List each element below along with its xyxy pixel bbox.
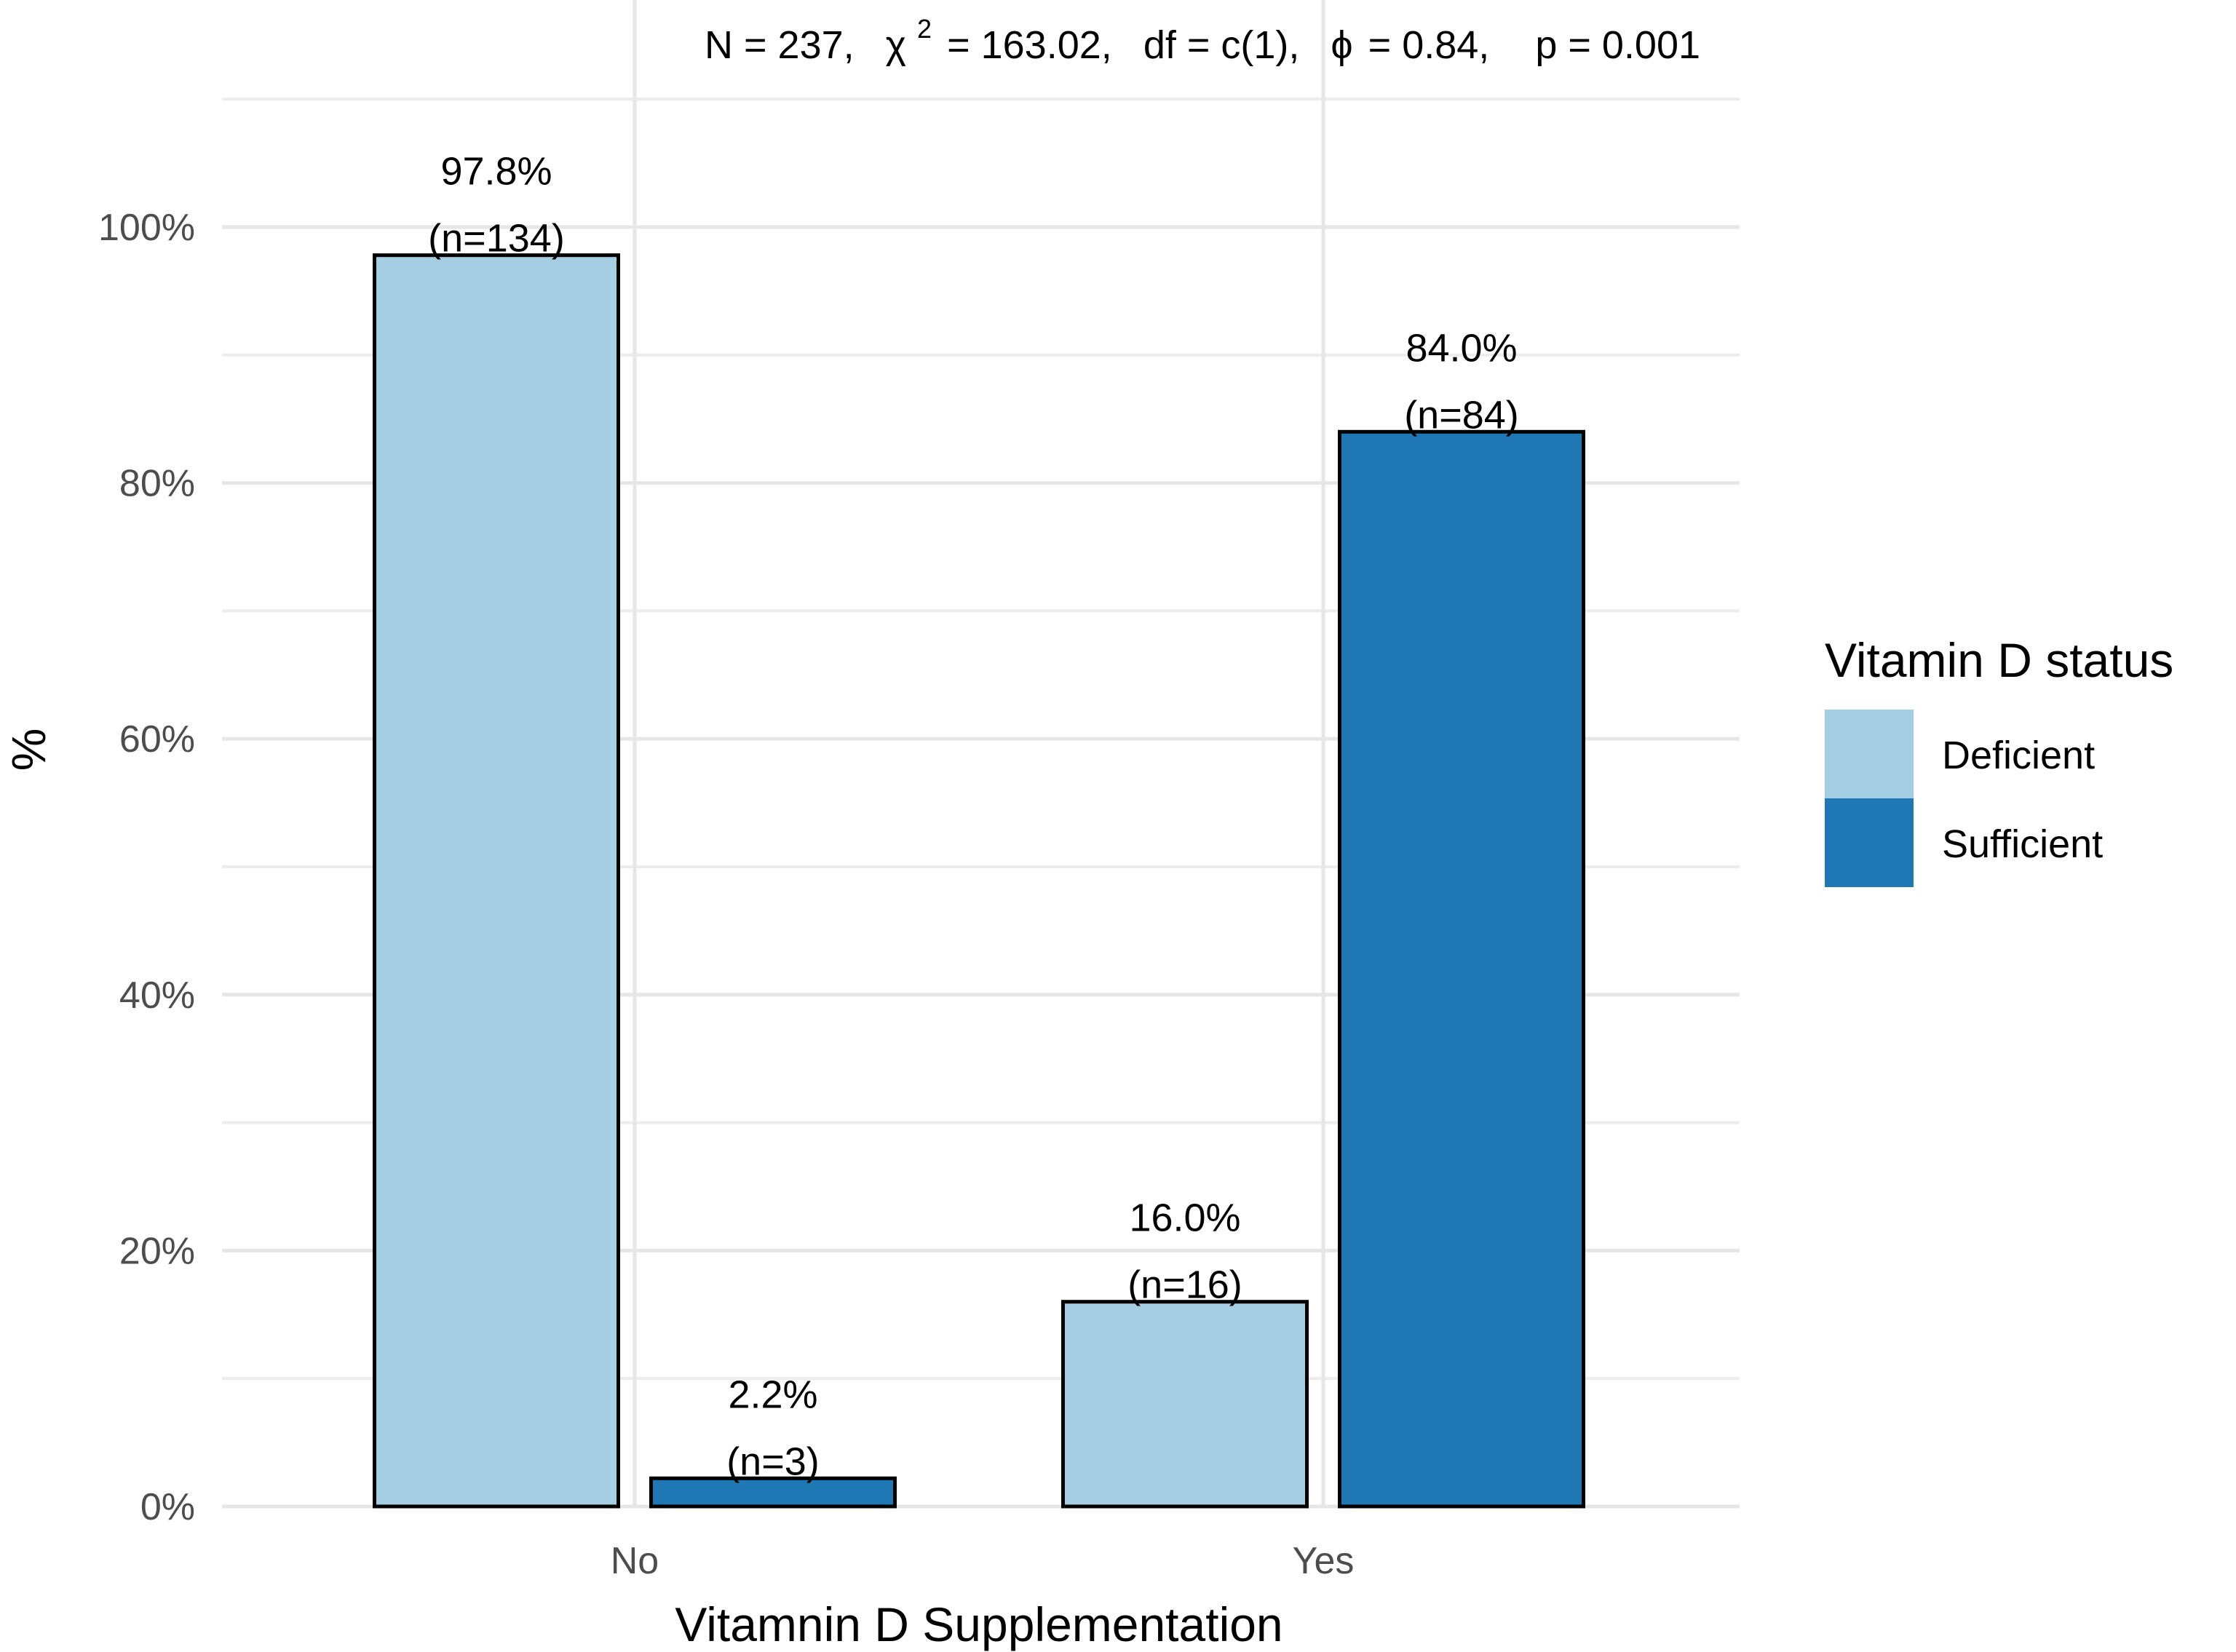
data-label-percent: 84.0%	[1406, 326, 1517, 370]
data-label-percent: 16.0%	[1129, 1196, 1240, 1240]
legend-title: Vitamin D status	[1825, 633, 2173, 687]
subtitle-phi-value: = 0.84,	[1368, 23, 1490, 67]
data-label-count: (n=84)	[1404, 393, 1519, 437]
legend-label-sufficient: Sufficient	[1942, 822, 2103, 866]
x-axis-ticks: No Yes	[611, 1540, 1355, 1582]
legend-label-deficient: Deficient	[1942, 734, 2095, 777]
data-label-count: (n=134)	[428, 217, 565, 261]
y-tick-label: 80%	[119, 463, 195, 505]
bar-sufficient-yes	[1338, 429, 1585, 1509]
y-tick-label: 0%	[140, 1486, 195, 1528]
data-label-percent: 2.2%	[728, 1373, 817, 1416]
subtitle-p: p = 0.001	[1535, 23, 1700, 67]
x-tick-label: Yes	[1293, 1540, 1355, 1582]
data-label-percent: 97.8%	[440, 150, 552, 194]
bar-deficient-no	[373, 253, 620, 1509]
data-label-count: (n=3)	[726, 1439, 820, 1483]
y-axis-ticks: 0% 20% 40% 60% 80% 100%	[98, 207, 195, 1528]
legend: Vitamin D status Deficient Sufficient	[1825, 633, 2173, 887]
bar-sufficient-no	[649, 1476, 897, 1509]
data-labels: 97.8% (n=134) 16.0% (n=16) 2.2% (n=3) 84.0% (n=…	[428, 150, 1519, 1484]
subtitle-df: df = c(1),	[1143, 23, 1300, 67]
y-tick-label: 20%	[119, 1230, 195, 1272]
y-tick-label: 60%	[119, 718, 195, 761]
bar-deficient-yes	[1061, 1300, 1309, 1509]
y-tick-label: 40%	[119, 974, 195, 1017]
x-tick-label: No	[611, 1540, 659, 1582]
subtitle-chi-value: = 163.02,	[947, 23, 1112, 67]
stats-subtitle: N = 237, χ 2 = 163.02, df = c(1), ϕ = 0.…	[705, 3, 1700, 67]
data-label-count: (n=16)	[1127, 1263, 1242, 1307]
subtitle-chi-sup: 2	[917, 14, 932, 44]
y-tick-label: 100%	[98, 207, 195, 249]
y-axis-title: %	[1, 728, 55, 771]
bars	[373, 253, 1585, 1509]
subtitle-phi-symbol: ϕ	[1331, 23, 1352, 67]
legend-key-sufficient	[1825, 798, 1914, 887]
legend-key-deficient	[1825, 710, 1914, 798]
subtitle-chi-symbol: χ	[886, 23, 906, 67]
x-axis-title: Vitamnin D Supplementation	[675, 1597, 1282, 1651]
subtitle-n: N = 237,	[705, 23, 855, 67]
